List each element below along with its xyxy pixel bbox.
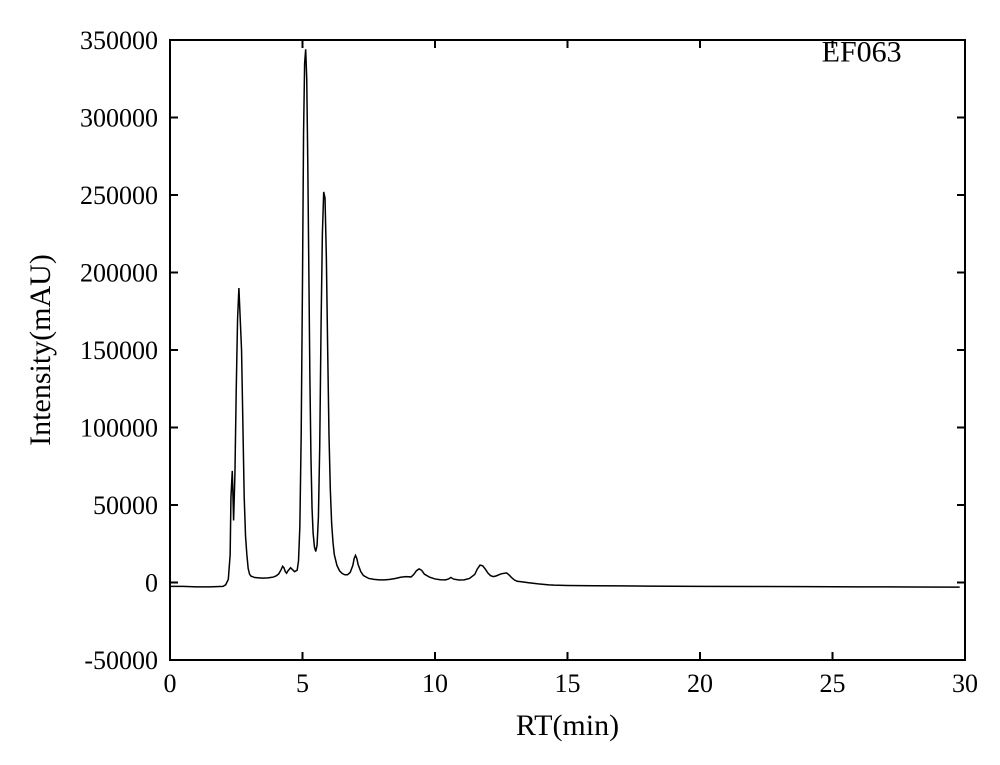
svg-text:150000: 150000: [80, 336, 158, 365]
svg-text:20: 20: [687, 669, 713, 698]
svg-text:200000: 200000: [80, 259, 158, 288]
svg-text:0: 0: [145, 569, 158, 598]
svg-text:25: 25: [820, 669, 846, 698]
svg-text:350000: 350000: [80, 26, 158, 55]
svg-text:5: 5: [296, 669, 309, 698]
svg-text:0: 0: [164, 669, 177, 698]
svg-text:Intensity(mAU): Intensity(mAU): [24, 254, 57, 446]
chart-svg: 051015202530-500000500001000001500002000…: [0, 0, 1000, 765]
svg-text:100000: 100000: [80, 414, 158, 443]
svg-text:10: 10: [422, 669, 448, 698]
svg-text:EF063: EF063: [822, 36, 902, 69]
svg-text:30: 30: [952, 669, 978, 698]
svg-text:-50000: -50000: [84, 646, 158, 675]
svg-text:50000: 50000: [93, 491, 158, 520]
svg-text:RT(min): RT(min): [516, 709, 619, 742]
svg-text:250000: 250000: [80, 181, 158, 210]
svg-text:15: 15: [555, 669, 581, 698]
svg-text:300000: 300000: [80, 104, 158, 133]
chromatogram-chart: 051015202530-500000500001000001500002000…: [0, 0, 1000, 765]
